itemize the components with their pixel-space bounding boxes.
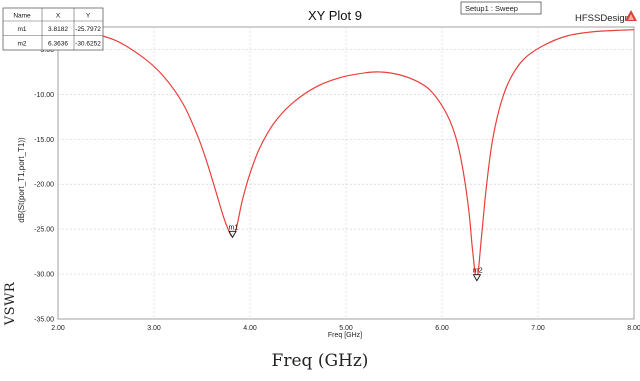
chart-title: XY Plot 9 bbox=[308, 8, 362, 23]
x-tick-label: 8.00 bbox=[627, 325, 640, 332]
setup-label-box bbox=[460, 1, 542, 15]
x-tick-label: 2.00 bbox=[51, 325, 65, 332]
marker-table-header-x: X bbox=[56, 13, 61, 20]
ansys-logo-icon bbox=[625, 10, 637, 21]
x-tick-label: 5.00 bbox=[339, 325, 353, 332]
marker-triangle-icon bbox=[228, 230, 237, 239]
side-text: VSWR bbox=[3, 281, 19, 326]
marker-table-cell: -25.7972 bbox=[75, 26, 101, 33]
x-axis-label: Freq [GHz] bbox=[328, 332, 362, 339]
y-axis-ticks: -5.00 -10.00 -15.00 -20.00 -25.00 -30.00 -35.0… bbox=[34, 47, 54, 324]
marker-table-cell: m2 bbox=[17, 41, 26, 48]
x-axis-ticks: 2.00 3.00 4.00 5.00 6.00 7.00 8.00 bbox=[51, 325, 640, 332]
setup-label: Setup1 : Sweep bbox=[465, 4, 518, 13]
marker-label: m2 bbox=[473, 268, 483, 275]
marker-table: Name X Y m1 3.8182 -25.7972 m2 6.3636 -3… bbox=[2, 7, 104, 51]
marker-table-cell: -30.6252 bbox=[75, 41, 101, 48]
x-tick-label: 3.00 bbox=[147, 325, 161, 332]
y-tick-label: -10.00 bbox=[34, 92, 54, 99]
grid-lines bbox=[58, 27, 634, 319]
marker-triangle-icon bbox=[472, 274, 482, 282]
marker-label: m1 bbox=[229, 224, 239, 231]
marker-table-cell: 6.3636 bbox=[48, 41, 68, 48]
marker-table-cell: m1 bbox=[17, 26, 26, 33]
series-group bbox=[57, 27, 635, 281]
series-line bbox=[57, 27, 635, 281]
marker-table-header-y: Y bbox=[86, 13, 91, 20]
y-tick-label: -15.00 bbox=[34, 137, 54, 144]
y-axis-label: dB(St(port_T1,port_T1)) bbox=[17, 137, 26, 223]
markers-group: m1 m2 bbox=[228, 224, 483, 282]
design-label: HFSSDesign1 bbox=[575, 13, 635, 24]
x-tick-label: 6.00 bbox=[435, 325, 449, 332]
figure-caption: Freq (GHz) bbox=[271, 351, 369, 371]
y-tick-label: -25.00 bbox=[34, 227, 54, 234]
y-tick-label: -20.00 bbox=[34, 182, 54, 189]
x-tick-label: 4.00 bbox=[243, 325, 257, 332]
y-tick-label: -30.00 bbox=[34, 272, 54, 279]
y-tick-label: -5.00 bbox=[38, 47, 54, 54]
marker-table-cell: 3.8182 bbox=[48, 26, 68, 33]
marker-table-header-name: Name bbox=[13, 13, 31, 20]
y-tick-label: -35.00 bbox=[34, 317, 54, 324]
x-tick-label: 7.00 bbox=[531, 325, 545, 332]
